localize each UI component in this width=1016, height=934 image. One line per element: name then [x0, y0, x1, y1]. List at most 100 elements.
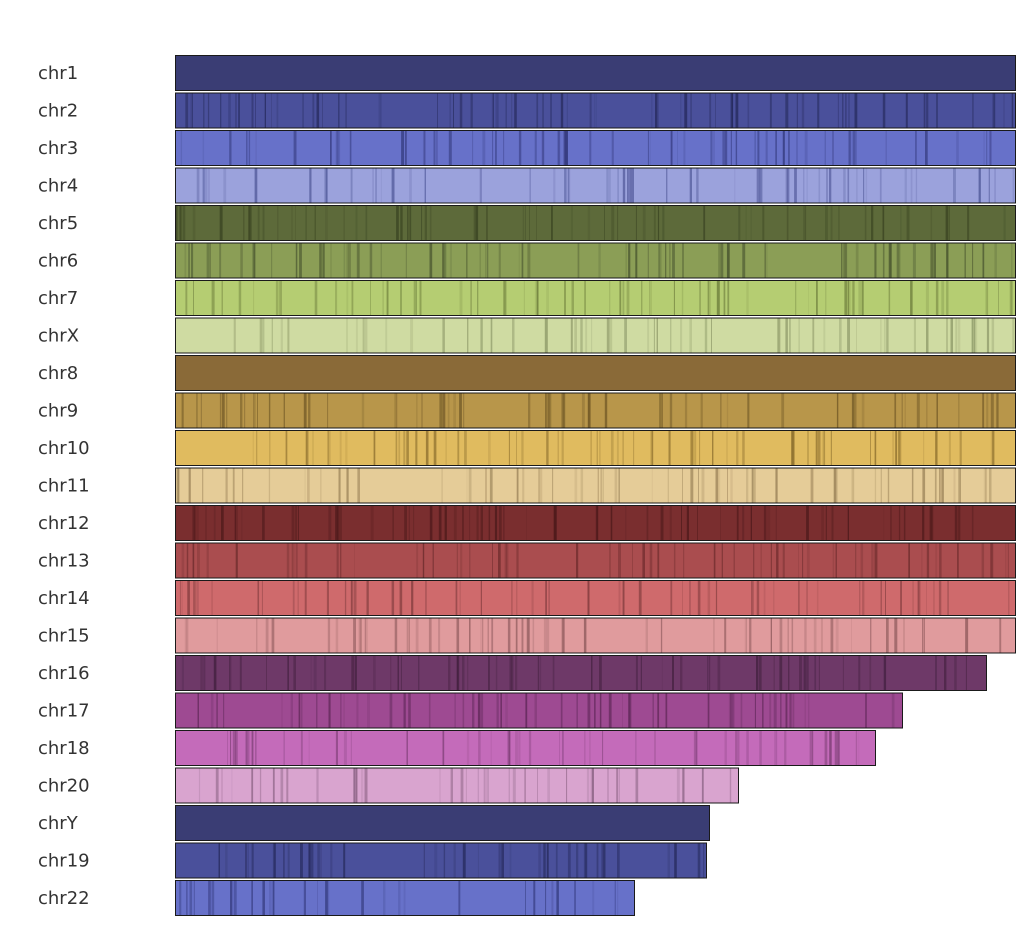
chromosome-band [751, 467, 753, 504]
chromosome-band [231, 767, 233, 804]
chromosome-band [527, 617, 530, 654]
chromosome-band [729, 767, 732, 804]
chromosome-band [776, 542, 779, 579]
chromosome-band [310, 655, 312, 691]
chromosome-band [926, 542, 930, 579]
chromosome-band [1008, 580, 1010, 616]
chromosome-band [563, 617, 565, 654]
chromosome-band [945, 205, 949, 241]
chromosome-band [317, 880, 318, 916]
chromosome-band [600, 467, 602, 504]
chromosome-band [354, 767, 358, 804]
chromosome-band [495, 130, 497, 166]
chromosome-band [532, 617, 535, 654]
chromosome-band [407, 617, 410, 654]
chromosome-band [283, 392, 285, 429]
chromosome-band [622, 280, 625, 316]
chromosome-band [806, 655, 809, 691]
chromosome-band [327, 392, 329, 429]
chromosome-band [364, 767, 368, 804]
chromosome-band [851, 392, 855, 429]
chromosome-band [534, 280, 538, 316]
chromosome-band [196, 167, 200, 204]
chromosome-band [871, 542, 874, 579]
chromosome-bar-body [175, 317, 1016, 354]
chromosome-band [546, 280, 549, 316]
chromosome-band [443, 242, 447, 279]
chromosome-band [470, 280, 472, 316]
chromosome-band [406, 617, 408, 654]
chromosome-band [838, 205, 840, 241]
chromosome-bar-chr4 [175, 167, 1016, 204]
chromosome-band [403, 430, 406, 466]
chromosome-band [567, 167, 570, 204]
chromosome-band [244, 392, 246, 429]
chromosome-band [295, 205, 296, 241]
chromosome-band [990, 430, 993, 466]
chromosome-bar-chr2 [175, 92, 1016, 129]
chromosome-band [754, 130, 756, 166]
chromosome-band [196, 392, 198, 429]
chromosome-band [485, 242, 487, 279]
chromosome-band [325, 167, 328, 204]
chromosome-band [345, 92, 347, 129]
chromosome-band [745, 205, 747, 241]
chromosome-band [545, 880, 547, 916]
chromosome-band [319, 242, 322, 279]
chromosome-bar-body [175, 805, 710, 841]
chromosome-band [335, 730, 338, 766]
chromosome-band [460, 542, 463, 579]
chromosome-band [837, 92, 839, 129]
chromosome-band [883, 655, 887, 691]
chromosome-band [488, 430, 491, 466]
chromosome-band [348, 242, 351, 279]
chromosome-band [597, 467, 599, 504]
chromosome-band [806, 542, 810, 579]
chromosome-band [986, 280, 988, 316]
chromosome-band [233, 880, 237, 916]
chromosome-band [209, 242, 211, 279]
chromosome-band [742, 505, 745, 541]
chromosome-band [287, 655, 289, 691]
chromosome-band [848, 130, 851, 166]
chromosome-band [570, 317, 573, 354]
chromosome-band [720, 392, 722, 429]
chromosome-band [293, 655, 296, 691]
chromosome-band [340, 542, 342, 579]
chromosome-band [964, 242, 966, 279]
chromosome-band [785, 167, 789, 204]
chromosome-band [759, 167, 761, 204]
chromosome-band [295, 542, 298, 579]
chromosome-band [923, 617, 925, 654]
chromosome-band [847, 505, 849, 541]
chromosome-band [262, 205, 264, 241]
chromosome-label-chr3: chr3 [38, 138, 78, 159]
chromosome-band [747, 392, 750, 429]
chromosome-band [310, 842, 314, 879]
chromosome-band [669, 242, 671, 279]
chromosome-band [466, 730, 470, 766]
chromosome-band [501, 842, 504, 879]
chromosome-band [182, 580, 183, 616]
chromosome-band [353, 580, 357, 616]
chromosome-band [730, 692, 733, 729]
chromosome-band [498, 542, 501, 579]
chromosome-band [456, 542, 458, 579]
chromosome-band [390, 655, 392, 691]
chromosome-band [419, 280, 422, 316]
chromosome-band [458, 880, 461, 916]
chromosome-band [288, 842, 290, 879]
chromosome-band [953, 167, 956, 204]
chromosome-band [211, 280, 215, 316]
chromosome-band [327, 430, 331, 466]
chromosome-band [852, 280, 855, 316]
chromosome-band [392, 505, 394, 541]
chromosome-band [618, 767, 620, 804]
chromosome-band [584, 842, 588, 879]
chromosome-band [843, 167, 846, 204]
chromosome-band [488, 505, 491, 541]
chromosome-band [364, 317, 368, 354]
chromosome-band [583, 617, 587, 654]
chromosome-band [496, 92, 499, 129]
chromosome-band [408, 692, 411, 729]
